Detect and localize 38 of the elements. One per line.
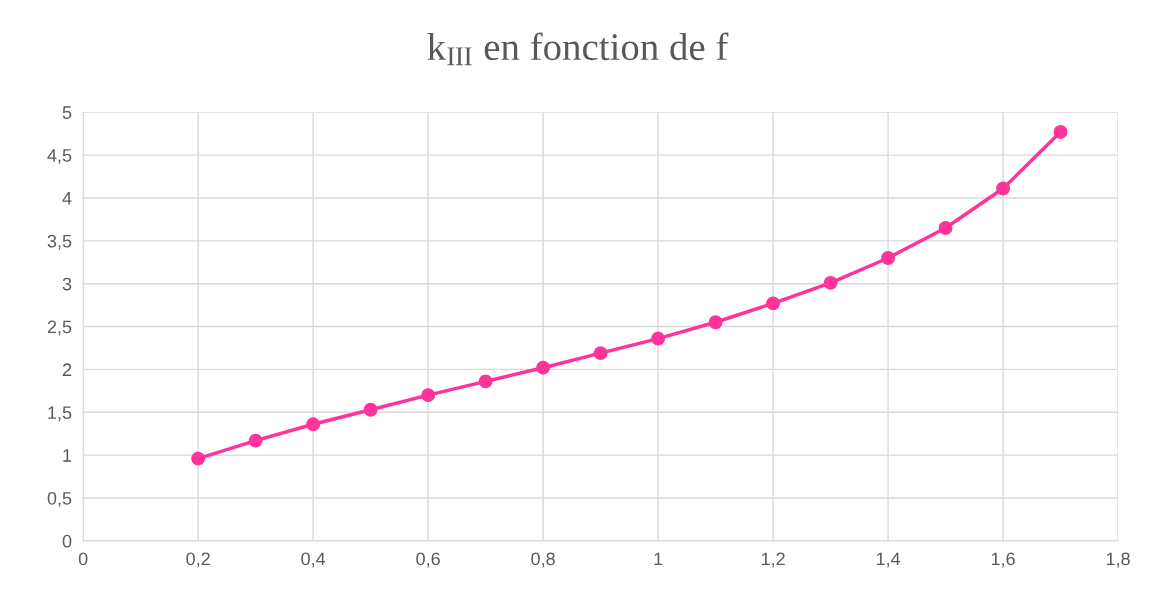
point (708, 315, 723, 330)
point (938, 221, 953, 235)
point (1053, 125, 1068, 139)
x-tick-label: 0,2 (186, 552, 210, 568)
x-tick-label: 0,8 (531, 552, 555, 568)
point (536, 360, 551, 375)
x-tick-label: 1,2 (761, 552, 785, 568)
y-tick-label: 0,5 (47, 491, 72, 507)
point (191, 451, 206, 466)
y-tick-label: 5 (62, 106, 72, 119)
point (996, 181, 1010, 196)
x-tick-label: 0 (78, 552, 88, 566)
x-tick-label: 1,4 (876, 552, 901, 568)
point (766, 296, 781, 311)
x-tick-label: 1,8 (1106, 552, 1130, 568)
y-tick-label: 2,5 (47, 320, 72, 336)
y-tick-label: 1,5 (48, 406, 72, 422)
x-tick-label: 0,4 (301, 552, 326, 568)
y-tick-label: 4,5 (47, 149, 72, 164)
chart-title: k$_{III}$ en fonction de f (427, 32, 729, 66)
point (306, 417, 321, 432)
y-tick-label: 3 (62, 277, 72, 291)
y-tick-label: 1 (63, 449, 72, 462)
point (363, 402, 378, 417)
point (478, 374, 493, 389)
y-tick-label: 2 (62, 363, 72, 376)
point (248, 433, 263, 448)
x-tick-label: 0,6 (416, 552, 440, 568)
point (421, 388, 436, 403)
y-tick-label: 4 (62, 192, 72, 205)
point (823, 275, 838, 290)
point (651, 331, 666, 346)
point (593, 346, 608, 361)
y-tick-label: 3,5 (47, 234, 72, 250)
x-tick-label: 1,6 (991, 552, 1015, 568)
y-tick-label: 0 (62, 534, 72, 548)
x-tick-label: 1 (654, 552, 663, 566)
point (881, 251, 896, 265)
